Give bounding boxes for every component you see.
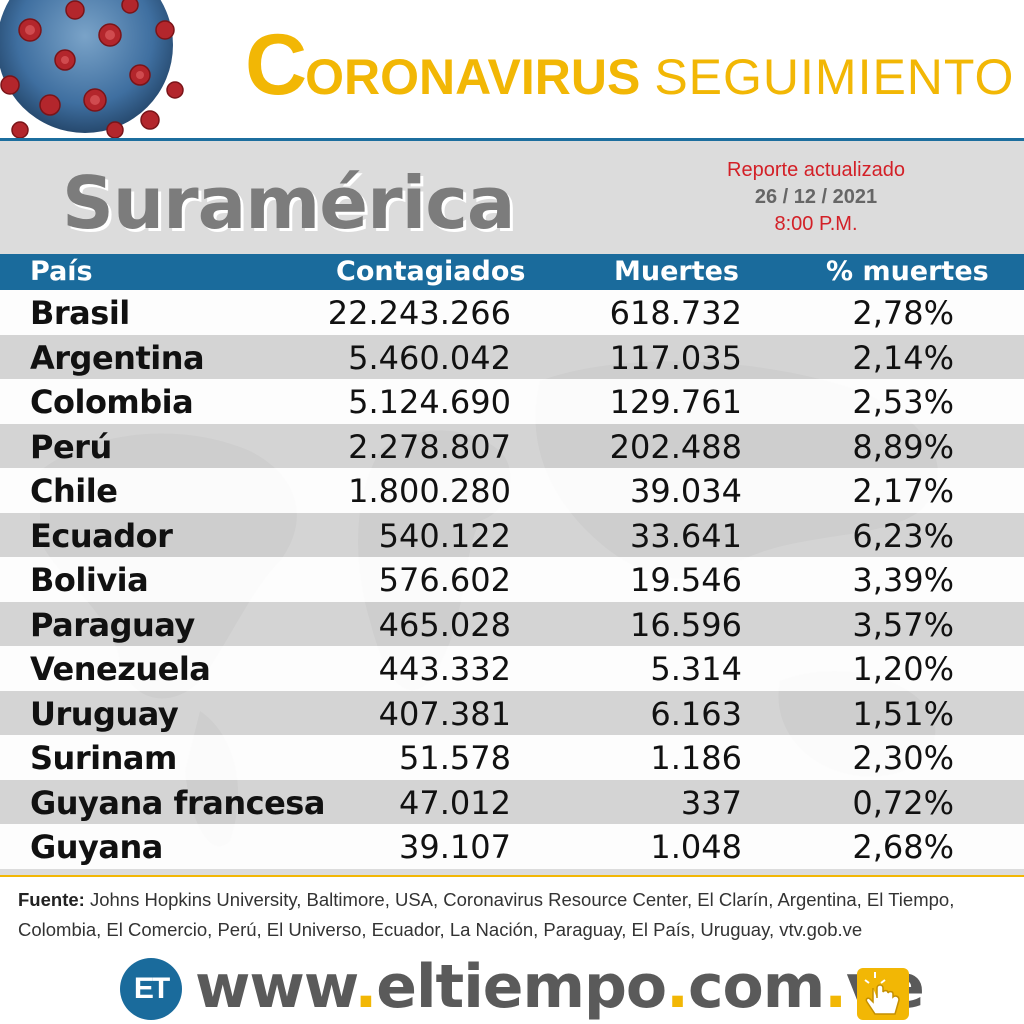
table-row: Colombia 5.124.690 129.761 2,53% — [0, 379, 1024, 424]
table-row: Guyana francesa 47.012 337 0,72% — [0, 779, 1024, 824]
table-row: Chile 1.800.280 39.034 2,17% — [0, 468, 1024, 513]
title-initial: C — [245, 17, 307, 113]
website-url[interactable]: www.eltiempo.com.ve — [195, 952, 925, 1022]
cell-contagiados: 407.381 — [378, 694, 511, 733]
cell-pct-muertes: 3,39% — [852, 561, 954, 599]
cell-pais: Guyana francesa — [30, 783, 325, 822]
table-row: Venezuela 443.332 5.314 1,20% — [0, 646, 1024, 691]
cell-pct-muertes: 0,72% — [852, 783, 954, 822]
page-footer: ET www.eltiempo.com.ve — [0, 948, 1024, 1024]
source-note: Fuente: Johns Hopkins University, Baltim… — [0, 875, 1024, 955]
url-dot: . — [354, 952, 377, 1022]
cell-pct-muertes: 1,20% — [852, 650, 954, 688]
title-secondary: SEGUIMIENTO — [654, 49, 1015, 105]
report-label: Reporte actualizado — [727, 159, 905, 181]
cell-pais: Bolivia — [30, 561, 149, 599]
column-header-pct-muertes: % muertes — [826, 256, 989, 287]
page-header: CORONAVIRUS SEGUIMIENTO — [0, 0, 1024, 140]
cell-pct-muertes: 8,89% — [852, 427, 954, 466]
cell-muertes: 33.641 — [630, 516, 742, 555]
cell-contagiados: 51.578 — [399, 739, 511, 777]
cell-contagiados: 39.107 — [399, 828, 511, 866]
cell-pct-muertes: 2,17% — [852, 472, 954, 510]
table-row: Surinam 51.578 1.186 2,30% — [0, 735, 1024, 780]
cell-muertes: 618.732 — [609, 294, 742, 332]
table-row: Paraguay 465.028 16.596 3,57% — [0, 601, 1024, 646]
cell-pct-muertes: 2,53% — [852, 383, 954, 421]
cell-pais: Surinam — [30, 739, 177, 777]
cell-contagiados: 465.028 — [378, 605, 511, 644]
table-row: Brasil 22.243.266 618.732 2,78% — [0, 290, 1024, 335]
cell-pct-muertes: 2,14% — [852, 338, 954, 377]
url-part: eltiempo — [376, 952, 667, 1022]
coronavirus-illustration-icon — [0, 0, 200, 140]
cell-pais: Chile — [30, 472, 118, 510]
cell-muertes: 19.546 — [630, 561, 742, 599]
cell-muertes: 202.488 — [609, 427, 742, 466]
page-title: CORONAVIRUS SEGUIMIENTO — [245, 22, 1014, 108]
table-row: Bolivia 576.602 19.546 3,39% — [0, 557, 1024, 602]
cell-pct-muertes: 3,57% — [852, 605, 954, 644]
cell-muertes: 337 — [680, 783, 742, 822]
table-row: Ecuador 540.122 33.641 6,23% — [0, 512, 1024, 557]
report-time: 8:00 P.M. — [774, 213, 858, 235]
region-title: Suramérica — [62, 161, 516, 245]
cell-contagiados: 540.122 — [378, 516, 511, 555]
cell-contagiados: 5.124.690 — [348, 383, 511, 421]
table-row: Guyana 39.107 1.048 2,68% — [0, 824, 1024, 869]
cell-pais: Venezuela — [30, 650, 211, 688]
cell-muertes: 6.163 — [650, 694, 742, 733]
data-panel: Suramérica Reporte actualizado 26 / 12 /… — [0, 138, 1024, 875]
cell-pais: Guyana — [30, 828, 163, 866]
cell-pais: Argentina — [30, 338, 205, 377]
cell-pais: Ecuador — [30, 516, 173, 555]
cell-contagiados: 576.602 — [378, 561, 511, 599]
report-date: 26 / 12 / 2021 — [754, 186, 878, 208]
source-label: Fuente: — [18, 889, 85, 910]
table-row: Argentina 5.460.042 117.035 2,14% — [0, 334, 1024, 379]
cell-muertes: 1.048 — [650, 828, 742, 866]
hand-click-icon — [857, 968, 909, 1020]
cell-muertes: 5.314 — [650, 650, 742, 688]
cell-contagiados: 443.332 — [378, 650, 511, 688]
source-text: Johns Hopkins University, Baltimore, USA… — [18, 889, 955, 940]
cell-muertes: 1.186 — [650, 739, 742, 777]
cell-pais: Colombia — [30, 383, 194, 421]
cell-pct-muertes: 1,51% — [852, 694, 954, 733]
cell-contagiados: 22.243.266 — [327, 294, 511, 332]
et-logo: ET — [120, 958, 182, 1020]
cell-contagiados: 47.012 — [399, 783, 511, 822]
cell-pais: Brasil — [30, 294, 130, 332]
table-header: País Contagiados Muertes % muertes — [0, 254, 1024, 290]
table-row: Perú 2.278.807 202.488 8,89% — [0, 423, 1024, 468]
cell-pct-muertes: 6,23% — [852, 516, 954, 555]
table-body: Brasil 22.243.266 618.732 2,78% Argentina 5.4… — [0, 290, 1024, 869]
report-info: Reporte actualizado 26 / 12 / 2021 8:00 … — [706, 157, 926, 238]
cell-pct-muertes: 2,68% — [852, 828, 954, 866]
cell-contagiados: 5.460.042 — [348, 338, 511, 377]
cell-muertes: 39.034 — [630, 472, 742, 510]
cell-pais: Uruguay — [30, 694, 179, 733]
url-dot: . — [824, 952, 847, 1022]
url-dot: . — [666, 952, 689, 1022]
url-part: com — [687, 952, 825, 1022]
column-header-muertes: Muertes — [614, 256, 740, 287]
title-main: ORONAVIRUS — [305, 49, 641, 105]
cell-pct-muertes: 2,78% — [852, 294, 954, 332]
cell-contagiados: 2.278.807 — [348, 427, 511, 466]
cell-pais: Paraguay — [30, 605, 195, 644]
column-header-contagiados: Contagiados — [336, 256, 526, 287]
cell-pais: Perú — [30, 427, 112, 466]
table-row: Uruguay 407.381 6.163 1,51% — [0, 690, 1024, 735]
url-part: www — [195, 952, 355, 1022]
cell-pct-muertes: 2,30% — [852, 739, 954, 777]
column-header-pais: País — [30, 256, 93, 287]
cell-muertes: 16.596 — [630, 605, 742, 644]
cell-muertes: 117.035 — [609, 338, 742, 377]
cell-contagiados: 1.800.280 — [348, 472, 511, 510]
cell-muertes: 129.761 — [609, 383, 742, 421]
